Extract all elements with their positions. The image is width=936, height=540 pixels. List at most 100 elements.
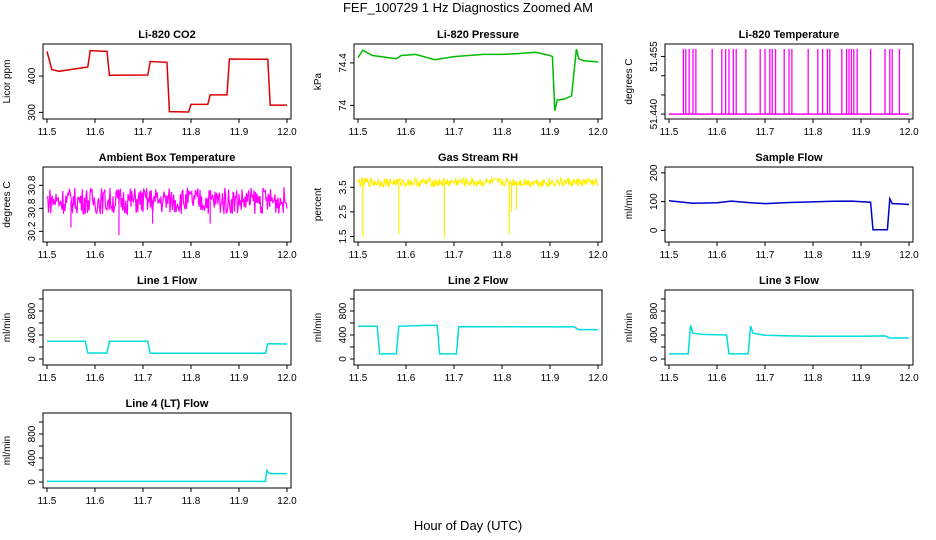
x-tick-label: 11.6 <box>86 496 105 507</box>
x-tick-label: 11.7 <box>445 373 464 384</box>
y-tick-label: 0 <box>338 356 349 362</box>
x-tick-label: 11.8 <box>804 250 823 261</box>
data-layer <box>358 49 598 111</box>
y-tick-label: 1.5 <box>338 229 349 243</box>
x-tick-label: 11.9 <box>230 250 249 261</box>
panel-1: Li-820 CO2Licor ppm11.511.611.711.811.91… <box>2 29 297 138</box>
y-tick-label: 30.2 <box>27 221 38 241</box>
plot-frame <box>665 167 913 242</box>
panel-title: Ambient Box Temperature <box>99 152 236 164</box>
x-tick-label: 11.6 <box>397 127 416 138</box>
y-tick-label: 300 <box>27 104 38 121</box>
y-tick-label: 0 <box>649 356 660 362</box>
x-tick-label: 11.7 <box>445 127 464 138</box>
y-tick-label: 800 <box>338 302 349 319</box>
x-tick-label: 11.9 <box>541 373 560 384</box>
x-tick-label: 12.0 <box>588 250 608 261</box>
series-line <box>47 51 287 112</box>
x-tick-label: 12.0 <box>588 127 608 138</box>
x-tick-label: 11.9 <box>852 127 871 138</box>
x-tick-label: 11.7 <box>756 373 775 384</box>
plot-frame <box>43 44 291 119</box>
x-tick-label: 11.6 <box>397 250 416 261</box>
y-tick-label: 0 <box>27 479 38 485</box>
y-axis-label: ml/min <box>624 313 635 342</box>
y-tick-label: 51.455 <box>649 41 660 72</box>
data-layer <box>669 325 909 354</box>
y-axis-label: degrees C <box>2 181 13 227</box>
panel-title: Li-820 Temperature <box>739 29 840 41</box>
x-tick-label: 11.5 <box>660 250 679 261</box>
x-tick-label: 11.5 <box>349 250 368 261</box>
data-layer <box>358 178 598 237</box>
data-layer <box>47 341 287 353</box>
series-line <box>358 325 598 354</box>
x-tick-label: 11.5 <box>38 250 57 261</box>
x-tick-label: 11.7 <box>134 373 153 384</box>
x-tick-label: 11.8 <box>493 373 512 384</box>
panel-8: Line 2 Flowml/min11.511.611.711.811.912.… <box>313 275 608 384</box>
x-tick-label: 11.7 <box>445 250 464 261</box>
y-axis-label: ml/min <box>624 190 635 219</box>
x-tick-label: 11.9 <box>541 127 560 138</box>
panel-5: Gas Stream RHpercent11.511.611.711.811.9… <box>313 152 608 261</box>
y-axis-label: Licor ppm <box>2 60 13 104</box>
x-tick-label: 11.7 <box>134 127 153 138</box>
x-tick-label: 11.6 <box>397 373 416 384</box>
panel-2: Li-820 PressurekPa11.511.611.711.811.912… <box>313 29 608 138</box>
x-tick-label: 11.5 <box>349 127 368 138</box>
series-line <box>47 341 287 353</box>
series-line <box>47 471 287 482</box>
panel-title: Line 1 Flow <box>137 275 197 287</box>
data-layer <box>47 187 287 235</box>
data-layer <box>669 49 909 114</box>
x-axis-caption: Hour of Day (UTC) <box>0 518 936 534</box>
x-tick-label: 11.5 <box>38 373 57 384</box>
x-tick-label: 11.8 <box>182 496 201 507</box>
x-tick-label: 11.8 <box>804 127 823 138</box>
x-tick-label: 11.6 <box>708 250 727 261</box>
x-tick-label: 12.0 <box>277 250 297 261</box>
y-tick-label: 400 <box>338 326 349 343</box>
y-tick-label: 51.440 <box>649 98 660 129</box>
x-tick-label: 11.8 <box>182 250 201 261</box>
y-tick-label: 800 <box>27 425 38 442</box>
y-tick-label: 2.5 <box>338 205 349 219</box>
data-layer <box>47 51 287 112</box>
y-tick-label: 0 <box>649 227 660 233</box>
y-axis-label: ml/min <box>2 313 13 342</box>
x-tick-label: 11.9 <box>852 373 871 384</box>
x-tick-label: 11.8 <box>182 373 201 384</box>
series-line <box>47 187 287 214</box>
y-tick-label: 30.8 <box>27 198 38 218</box>
series-line <box>358 178 598 187</box>
panel-4: Ambient Box Temperaturedegrees C11.511.6… <box>2 152 297 261</box>
x-tick-label: 11.5 <box>38 496 57 507</box>
panel-title: Li-820 Pressure <box>437 29 519 41</box>
x-tick-label: 11.7 <box>756 250 775 261</box>
x-tick-label: 11.8 <box>493 250 512 261</box>
x-tick-label: 11.6 <box>86 373 105 384</box>
panel-3: Li-820 Temperaturedegrees C11.511.611.71… <box>624 29 919 138</box>
x-tick-label: 11.7 <box>134 250 153 261</box>
series-line <box>358 49 598 111</box>
x-tick-label: 11.5 <box>660 373 679 384</box>
plot-frame <box>665 290 913 365</box>
x-tick-label: 11.8 <box>804 373 823 384</box>
x-tick-label: 12.0 <box>277 127 297 138</box>
x-tick-label: 11.9 <box>230 127 249 138</box>
x-tick-label: 12.0 <box>899 373 919 384</box>
x-tick-label: 11.9 <box>852 250 871 261</box>
plot-frame <box>43 413 291 488</box>
y-tick-label: 400 <box>27 326 38 343</box>
y-tick-label: 800 <box>649 302 660 319</box>
panel-title: Line 4 (LT) Flow <box>126 398 209 410</box>
x-tick-label: 11.8 <box>493 127 512 138</box>
data-layer <box>669 199 909 230</box>
y-axis-label: percent <box>313 188 324 222</box>
x-tick-label: 11.5 <box>660 127 679 138</box>
panel-title: Line 3 Flow <box>759 275 819 287</box>
y-axis-label: degrees C <box>624 58 635 104</box>
y-tick-label: 200 <box>649 164 660 181</box>
y-tick-label: 3.5 <box>338 180 349 194</box>
